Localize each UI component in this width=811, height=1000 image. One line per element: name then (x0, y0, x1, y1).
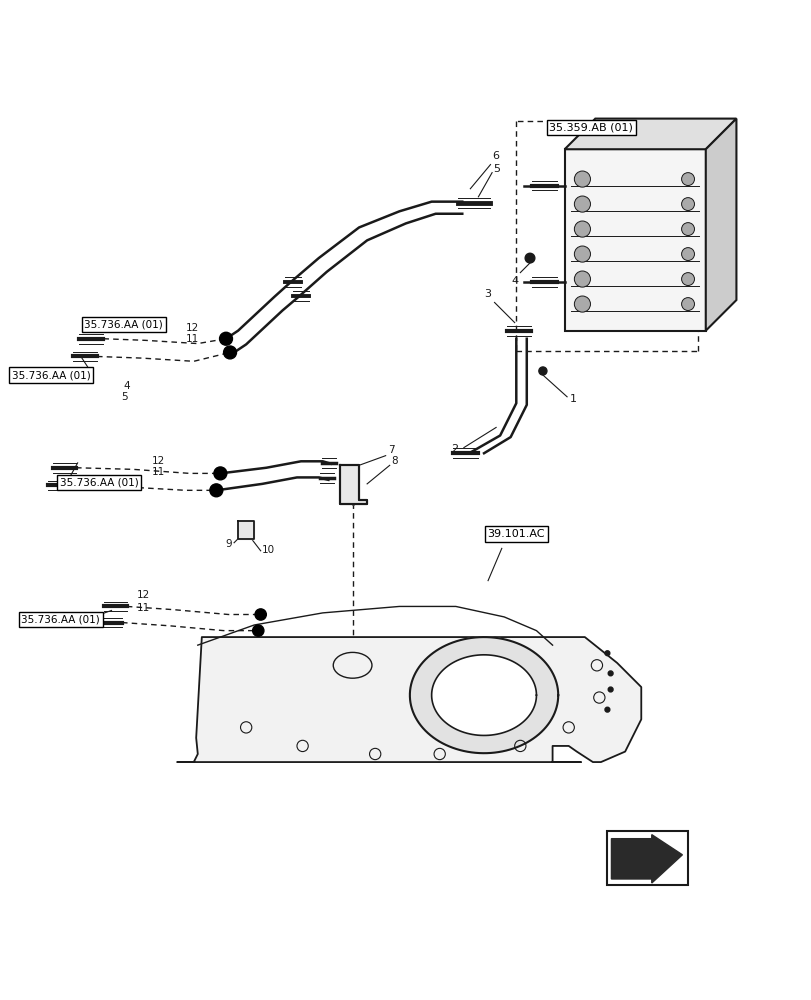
Text: 5: 5 (121, 392, 127, 402)
Circle shape (680, 298, 693, 311)
Circle shape (607, 671, 612, 676)
Circle shape (219, 332, 232, 345)
Circle shape (525, 253, 534, 263)
Text: 6: 6 (491, 151, 499, 161)
Polygon shape (705, 119, 736, 331)
Circle shape (680, 173, 693, 186)
Circle shape (680, 273, 693, 286)
Text: 11: 11 (186, 334, 199, 344)
Text: 35.736.AA (01): 35.736.AA (01) (84, 319, 163, 329)
Text: 35.736.AA (01): 35.736.AA (01) (60, 477, 139, 487)
Polygon shape (564, 119, 736, 149)
Text: 4: 4 (123, 381, 130, 391)
Circle shape (573, 196, 590, 212)
Text: 3: 3 (484, 289, 491, 299)
Circle shape (680, 198, 693, 211)
Circle shape (573, 296, 590, 312)
Circle shape (604, 707, 609, 712)
Text: 10: 10 (262, 545, 275, 555)
Circle shape (255, 609, 266, 620)
Circle shape (539, 367, 547, 375)
Circle shape (209, 484, 222, 497)
Polygon shape (178, 637, 641, 762)
Text: 35.359.AB (01): 35.359.AB (01) (549, 122, 633, 132)
Text: 11: 11 (152, 467, 165, 477)
Polygon shape (339, 465, 367, 504)
Text: 4: 4 (511, 276, 518, 286)
Circle shape (573, 271, 590, 287)
Circle shape (252, 625, 264, 636)
Text: 35.736.AA (01): 35.736.AA (01) (11, 370, 90, 380)
Polygon shape (564, 149, 705, 331)
Text: 2: 2 (450, 444, 457, 454)
Text: 35.736.AA (01): 35.736.AA (01) (21, 614, 100, 624)
Text: 7: 7 (388, 445, 394, 455)
Polygon shape (410, 637, 557, 753)
Circle shape (607, 687, 612, 692)
Polygon shape (431, 655, 536, 735)
Text: 9: 9 (225, 539, 231, 549)
Circle shape (573, 171, 590, 187)
Text: 12: 12 (137, 590, 150, 600)
Circle shape (223, 346, 236, 359)
Text: 39.101.AC: 39.101.AC (487, 529, 544, 539)
Polygon shape (611, 835, 681, 883)
Circle shape (680, 223, 693, 236)
Circle shape (573, 221, 590, 237)
Polygon shape (238, 521, 254, 539)
Text: 5: 5 (492, 164, 500, 174)
Text: 8: 8 (391, 456, 397, 466)
Circle shape (213, 467, 226, 480)
Text: 12: 12 (152, 456, 165, 466)
Circle shape (604, 651, 609, 656)
Text: 11: 11 (137, 603, 150, 613)
Bar (607, 831, 687, 885)
Text: 1: 1 (569, 394, 577, 404)
Text: 12: 12 (186, 323, 199, 333)
Circle shape (573, 246, 590, 262)
Circle shape (680, 248, 693, 261)
